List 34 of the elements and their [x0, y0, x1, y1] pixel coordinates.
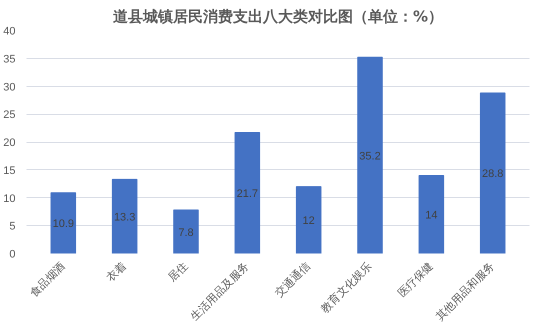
- bar: [357, 56, 383, 254]
- x-tick-label: 居住: [166, 260, 190, 284]
- y-tick-label: 30: [3, 81, 16, 94]
- y-tick-label: 0: [9, 248, 16, 260]
- x-tick-label: 医疗保健: [395, 260, 436, 300]
- data-label: 35.2: [359, 150, 381, 162]
- x-tick-label: 教育文化娱乐: [318, 260, 374, 316]
- bar: [173, 210, 199, 254]
- x-tick-label: 生活用品及服务: [188, 260, 252, 324]
- data-label: 14: [425, 209, 438, 222]
- data-label: 28.8: [482, 168, 504, 180]
- data-label: 7.8: [178, 226, 194, 239]
- bar: [234, 132, 260, 254]
- x-tick-label: 食品烟酒: [27, 260, 68, 300]
- y-tick-label: 35: [3, 53, 16, 66]
- bar: [480, 92, 506, 254]
- data-label: 13.3: [114, 211, 136, 224]
- bar: [418, 174, 444, 254]
- y-tick-label: 10: [3, 192, 16, 205]
- x-tick-label: 其他用品和服务: [433, 260, 497, 324]
- y-tick-label: 5: [9, 220, 16, 233]
- data-label: 21.7: [236, 188, 258, 200]
- y-tick-label: 40: [3, 26, 16, 38]
- data-label: 10.9: [52, 218, 74, 230]
- x-tick-label: 交通通信: [272, 260, 313, 300]
- y-tick-label: 15: [3, 164, 16, 177]
- chart-title: 道县城镇居民消费支出八大类对比图（单位：%）: [112, 8, 444, 26]
- y-tick-label: 20: [3, 137, 16, 149]
- bar: [296, 186, 322, 254]
- bar: [112, 178, 138, 254]
- data-label: 12: [302, 215, 315, 228]
- y-tick-label: 25: [3, 109, 16, 122]
- x-tick-label: 衣着: [104, 260, 129, 284]
- bar: [50, 192, 76, 254]
